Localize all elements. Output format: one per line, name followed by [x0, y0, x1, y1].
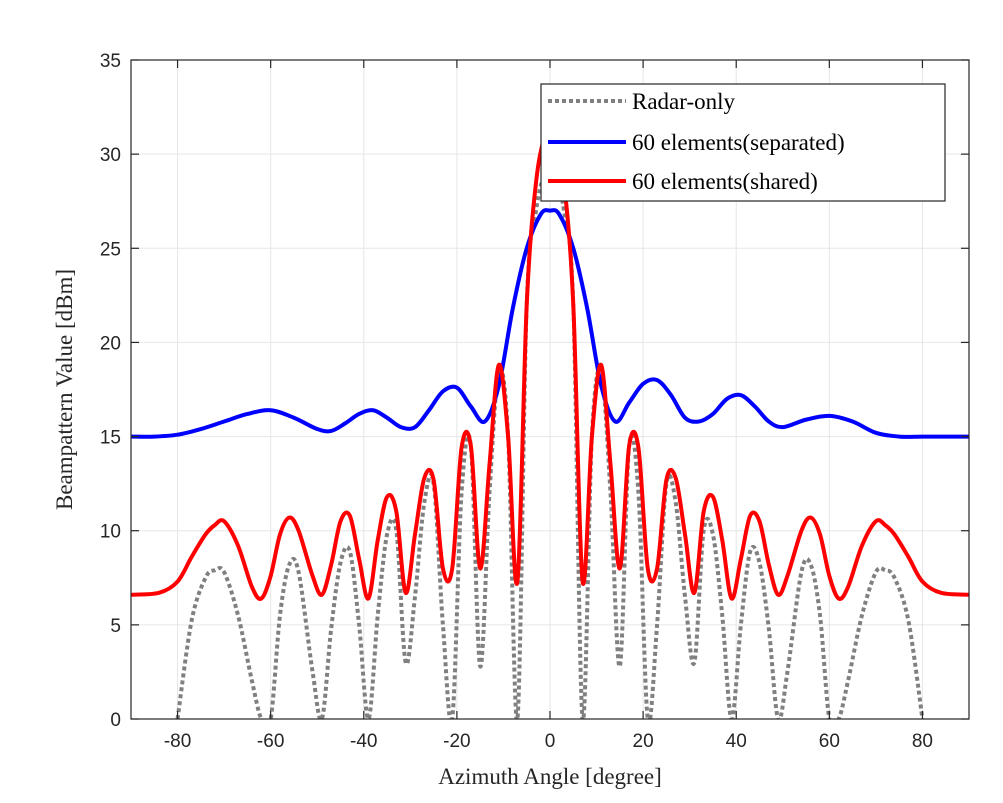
- x-axis-title: Azimuth Angle [degree]: [438, 764, 662, 789]
- y-tick-label: 15: [100, 428, 121, 449]
- y-tick-label: 5: [110, 616, 121, 637]
- x-tick-label: 40: [726, 731, 747, 752]
- series-radar-only-line: [175, 166, 925, 719]
- x-tick-label: 20: [633, 731, 654, 752]
- y-tick-label: 30: [100, 145, 121, 166]
- y-tick-label: 25: [100, 239, 121, 260]
- y-axis-title: Beampattern Value [dBm]: [52, 269, 77, 510]
- y-tick-label: 10: [100, 522, 121, 543]
- x-tick-label: -80: [164, 731, 191, 752]
- y-tick-label: 20: [100, 333, 121, 354]
- legend-label-separated: 60 elements(separated): [632, 130, 845, 155]
- series-separated-line: [131, 208, 969, 439]
- legend-label-radar-only: Radar-only: [632, 89, 736, 114]
- x-tick-label: -40: [350, 731, 377, 752]
- ticks: -80 -60 -40 -20 0 20 40 60 80 0 5 10 15 20 25 30 35: [100, 51, 969, 752]
- y-tick-label: 0: [110, 710, 121, 731]
- x-tick-label: -60: [257, 731, 284, 752]
- x-tick-label: -20: [443, 731, 470, 752]
- legend-label-shared: 60 elements(shared): [632, 169, 818, 194]
- x-tick-label: 0: [545, 731, 556, 752]
- x-tick-label: 80: [912, 731, 933, 752]
- x-tick-label: 60: [819, 731, 840, 752]
- y-tick-label: 35: [100, 51, 121, 72]
- legend: Radar-only 60 elements(separated) 60 ele…: [540, 83, 946, 202]
